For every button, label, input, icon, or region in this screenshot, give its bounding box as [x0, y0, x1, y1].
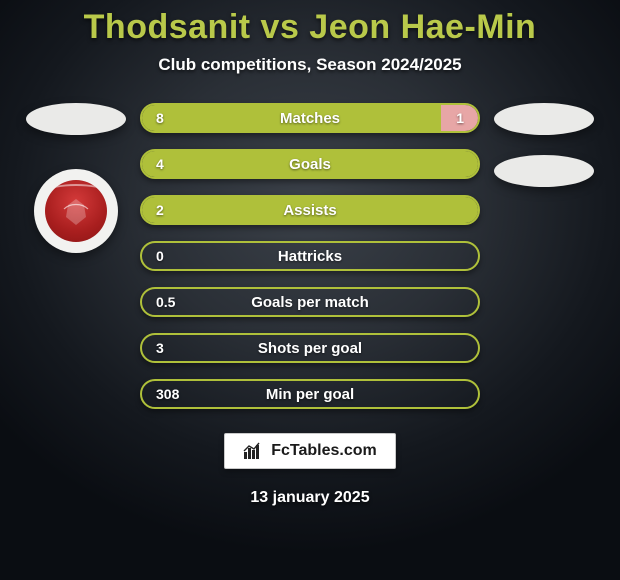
stat-bar: 4Goals	[140, 149, 480, 179]
stat-bar: 0.5Goals per match	[140, 287, 480, 317]
club-logo-left	[34, 169, 118, 253]
bar-chart-icon	[243, 442, 265, 460]
left-player-column	[26, 103, 126, 253]
right-player-column	[494, 103, 594, 187]
brand-badge: FcTables.com	[224, 433, 396, 469]
stat-bar: 3Shots per goal	[140, 333, 480, 363]
stat-label: Goals per match	[142, 294, 478, 311]
stat-bar: 308Min per goal	[140, 379, 480, 409]
subtitle: Club competitions, Season 2024/2025	[158, 55, 461, 75]
player-photo-placeholder-right-1	[494, 103, 594, 135]
page-title: Thodsanit vs Jeon Hae-Min	[84, 8, 537, 47]
infographic-root: Thodsanit vs Jeon Hae-Min Club competiti…	[0, 0, 620, 580]
stat-label: Shots per goal	[142, 340, 478, 357]
player-photo-placeholder-right-2	[494, 155, 594, 187]
stat-label: Assists	[142, 202, 478, 219]
stat-bar: 0Hattricks	[140, 241, 480, 271]
crest-graphic-icon	[56, 191, 96, 231]
stat-label: Matches	[142, 110, 478, 127]
date-text: 13 january 2025	[250, 489, 369, 507]
comparison-row: 81Matches 4Goals 2Assists 0Hattricks 0.5Goal…	[0, 103, 620, 409]
club-crest-icon	[45, 180, 107, 242]
stat-bar: 81Matches	[140, 103, 480, 133]
stat-label: Min per goal	[142, 386, 478, 403]
stat-label: Goals	[142, 156, 478, 173]
stat-bars: 81Matches 4Goals 2Assists 0Hattricks 0.5Goal…	[140, 103, 480, 409]
player-photo-placeholder-left	[26, 103, 126, 135]
stat-label: Hattricks	[142, 248, 478, 265]
brand-text: FcTables.com	[271, 442, 377, 460]
stat-bar: 2Assists	[140, 195, 480, 225]
